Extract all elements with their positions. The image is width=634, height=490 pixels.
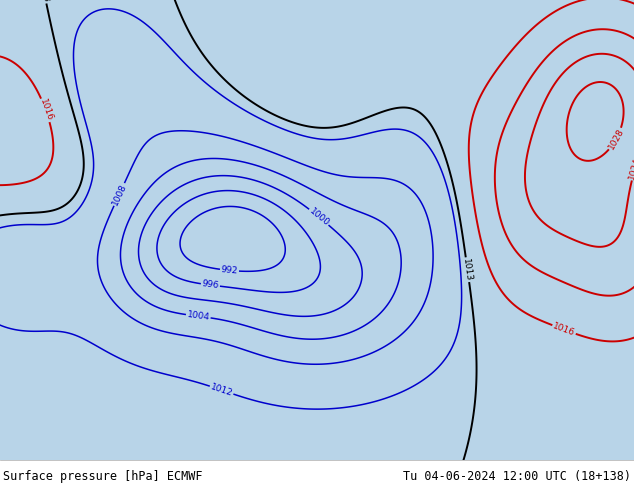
Text: 992: 992 <box>221 265 238 276</box>
Text: 996: 996 <box>201 279 219 291</box>
Text: 1008: 1008 <box>110 182 128 207</box>
Text: 1013: 1013 <box>462 258 474 282</box>
Text: 1012: 1012 <box>209 382 234 398</box>
Text: Tu 04-06-2024 12:00 UTC (18+138): Tu 04-06-2024 12:00 UTC (18+138) <box>403 470 631 483</box>
Text: 1024: 1024 <box>628 156 634 181</box>
Text: 1016: 1016 <box>37 98 54 122</box>
Text: 1013: 1013 <box>37 0 51 3</box>
Text: 1004: 1004 <box>186 310 210 322</box>
Text: 1016: 1016 <box>552 321 576 338</box>
Text: 1000: 1000 <box>307 206 331 228</box>
Text: Surface pressure [hPa] ECMWF: Surface pressure [hPa] ECMWF <box>3 470 203 483</box>
Text: 1028: 1028 <box>607 127 626 151</box>
